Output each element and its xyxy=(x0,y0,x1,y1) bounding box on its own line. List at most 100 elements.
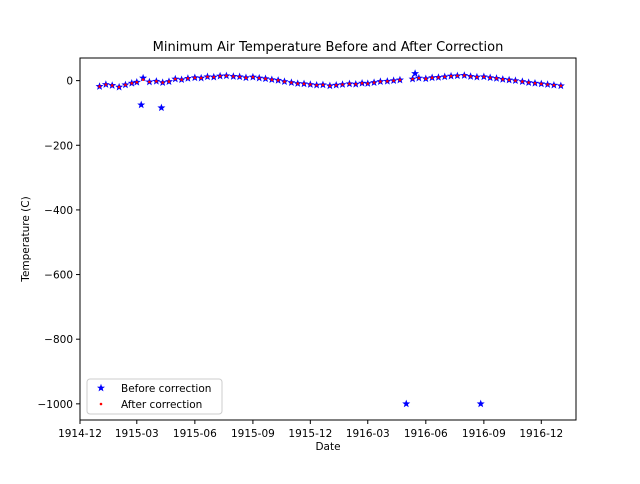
y-tick-label: −1000 xyxy=(37,399,73,411)
data-point-after xyxy=(546,83,549,86)
data-point-after xyxy=(290,81,293,84)
data-point-before xyxy=(157,103,166,112)
data-point-before xyxy=(402,399,411,408)
data-point-after xyxy=(124,83,127,87)
data-point-after xyxy=(514,79,517,82)
y-tick-label: −800 xyxy=(44,334,73,346)
data-point-after xyxy=(398,78,402,82)
x-tick-label: 1915-09 xyxy=(231,428,275,440)
data-point-after xyxy=(475,75,479,79)
legend-label-before: Before correction xyxy=(121,383,211,395)
x-tick-label: 1915-06 xyxy=(173,428,217,440)
data-point-after xyxy=(386,79,389,83)
data-point-after xyxy=(186,77,190,80)
data-point-after xyxy=(437,76,440,79)
data-point-before xyxy=(476,399,485,408)
data-point-after xyxy=(167,80,171,83)
plot-area xyxy=(95,69,565,408)
x-axis-label: Date xyxy=(315,441,340,453)
data-point-after xyxy=(161,81,164,84)
data-point-after xyxy=(366,82,370,85)
data-point-after xyxy=(372,81,376,84)
data-point-after xyxy=(309,83,312,86)
data-point-after xyxy=(232,75,235,78)
data-point-after xyxy=(110,84,114,87)
data-point-after xyxy=(539,82,543,86)
data-point-after xyxy=(392,79,395,82)
data-point-after xyxy=(212,75,216,79)
data-point-after xyxy=(341,83,344,86)
data-point-after xyxy=(264,77,267,80)
data-point-after xyxy=(507,78,511,82)
data-point-after xyxy=(98,85,101,88)
data-point-after xyxy=(469,75,472,78)
x-tick-label: 1916-03 xyxy=(346,428,390,440)
data-point-after xyxy=(495,77,498,80)
x-axis-ticks: 1914-12 1915-03 1915-06 1915-09 1915-12 1916-… xyxy=(58,420,563,440)
data-point-after xyxy=(354,82,358,86)
data-point-after xyxy=(552,83,556,87)
data-point-after xyxy=(251,75,255,79)
data-point-after xyxy=(443,75,447,79)
x-tick-label: 1916-12 xyxy=(519,428,563,440)
data-point-before xyxy=(411,69,420,77)
data-point-after xyxy=(360,81,364,85)
legend-label-after: After correction xyxy=(121,399,202,411)
data-point-after xyxy=(321,83,325,87)
data-point-after xyxy=(148,80,151,84)
y-tick-label: 0 xyxy=(66,76,73,88)
data-point-after xyxy=(225,74,228,78)
data-point-after xyxy=(449,74,453,78)
data-point-before xyxy=(139,73,148,82)
data-point-after xyxy=(559,84,563,88)
data-point-after xyxy=(456,74,459,78)
legend: Before correction After correction xyxy=(86,378,223,415)
data-point-after xyxy=(302,82,306,86)
y-tick-label: −600 xyxy=(44,270,73,282)
data-point-after xyxy=(193,76,197,80)
legend-marker-after xyxy=(99,402,103,406)
legend-box xyxy=(86,378,223,415)
x-tick-label: 1915-12 xyxy=(288,428,332,440)
x-tick-label: 1916-09 xyxy=(462,428,506,440)
data-point-after xyxy=(315,83,318,87)
y-tick-label: −200 xyxy=(44,140,73,152)
y-axis-label: Temperature (C) xyxy=(20,196,32,282)
chart-title: Minimum Air Temperature Before and After… xyxy=(153,40,504,55)
data-point-before xyxy=(137,100,146,109)
y-axis-ticks: 0 −200 −400 −600 −800 −1000 xyxy=(37,76,80,411)
data-point-after xyxy=(430,76,434,80)
data-point-after xyxy=(424,77,428,80)
x-tick-label: 1915-03 xyxy=(115,428,159,440)
data-point-after xyxy=(135,80,139,84)
data-point-after xyxy=(130,81,134,85)
data-point-after xyxy=(173,77,177,81)
data-point-after xyxy=(141,78,145,81)
data-point-after xyxy=(180,78,183,81)
data-point-after xyxy=(104,83,108,86)
data-point-after xyxy=(257,76,261,80)
legend-marker-before xyxy=(97,383,105,392)
x-tick-label: 1914-12 xyxy=(58,428,102,440)
data-point-after xyxy=(417,76,421,80)
data-point-after xyxy=(244,76,248,80)
data-point-after xyxy=(283,80,286,83)
data-point-after xyxy=(482,75,486,79)
data-point-after xyxy=(334,83,338,87)
data-point-after xyxy=(155,79,158,83)
data-point-after xyxy=(488,76,492,80)
data-point-after xyxy=(521,80,524,83)
axes-frame xyxy=(79,57,577,421)
data-point-after xyxy=(463,74,466,77)
data-point-after xyxy=(276,79,280,82)
data-point-after xyxy=(296,82,300,85)
data-point-after xyxy=(348,82,351,86)
data-point-after xyxy=(501,78,505,81)
y-tick-label: −400 xyxy=(44,205,73,217)
data-point-after xyxy=(270,78,274,81)
legend-dot-icon xyxy=(99,402,103,406)
legend-star-icon xyxy=(97,383,105,392)
data-point-after xyxy=(533,81,537,85)
